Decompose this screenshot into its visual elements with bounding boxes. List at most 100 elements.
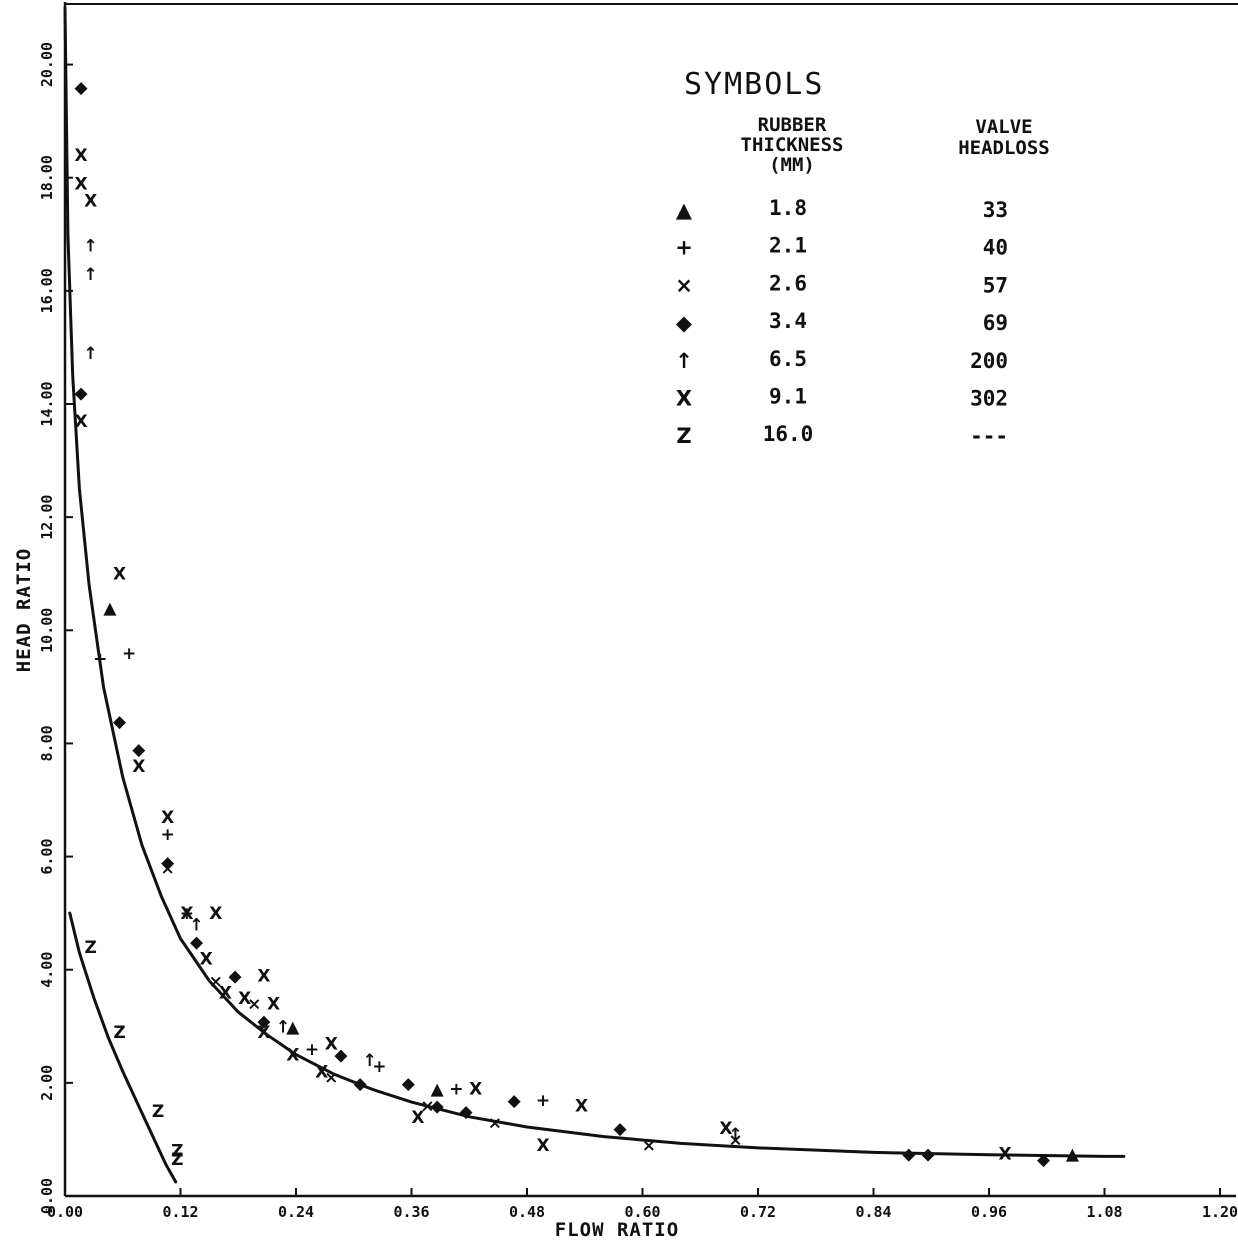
data-point: X: [161, 808, 174, 828]
legend-col1-header: (MM): [769, 154, 815, 176]
data-point: ◆: [161, 853, 175, 873]
y-tick-label: 12.00: [38, 495, 56, 540]
x-tick-label: 0.96: [971, 1203, 1007, 1221]
y-tick-label: 0.00: [38, 1178, 56, 1214]
x-tick-label: 0.72: [740, 1203, 776, 1221]
legend-thickness: 3.4: [769, 309, 807, 333]
data-point: X: [257, 1023, 270, 1043]
data-point: ◆: [113, 712, 127, 732]
data-point: +: [93, 650, 107, 670]
x-tick-label: 0.36: [393, 1203, 429, 1221]
y-tick-label: 8.00: [38, 725, 56, 761]
legend-thickness: 16.0: [763, 422, 814, 446]
legend-headloss: 302: [970, 387, 1008, 411]
legend-headloss: 69: [983, 311, 1008, 335]
legend-col2-header: VALVE: [975, 116, 1032, 138]
data-point: ◆: [431, 1096, 445, 1116]
legend-title: SYMBOLS: [684, 67, 824, 102]
data-point: ↑: [276, 1017, 290, 1037]
data-point: ◆: [902, 1145, 916, 1165]
data-point: X: [325, 1034, 338, 1054]
y-tick-label: 2.00: [38, 1065, 56, 1101]
x-axis-title: FLOW RATIO: [555, 1219, 679, 1241]
data-point: X: [411, 1108, 424, 1128]
data-point: +: [305, 1040, 319, 1060]
y-tick-label: 14.00: [38, 381, 56, 426]
legend-thickness: 1.8: [769, 196, 807, 220]
legend-headloss: 200: [970, 349, 1008, 373]
y-tick-label: 10.00: [38, 608, 56, 653]
legend-thickness: 6.5: [769, 347, 807, 371]
data-point: ▲: [1066, 1145, 1080, 1165]
y-tick-label: 20.00: [38, 42, 56, 87]
data-point: X: [113, 565, 126, 585]
data-point: ◆: [921, 1145, 935, 1165]
data-point: +: [536, 1091, 550, 1111]
x-tick-label: 0.84: [855, 1203, 891, 1221]
data-point: X: [315, 1063, 328, 1083]
data-point: X: [200, 949, 213, 969]
data-point: ◆: [74, 78, 88, 98]
legend-symbol: ▲: [676, 198, 693, 222]
legend-thickness: 2.6: [769, 271, 807, 295]
data-point: X: [575, 1096, 588, 1116]
data-point: X: [132, 757, 145, 777]
data-point: ◆: [508, 1091, 522, 1111]
data-point: Z: [84, 938, 96, 958]
data-point: X: [469, 1080, 482, 1100]
axes: 0.00 0.12 0.24 0.36 0.48 0.60 0.72 0.84 0.96 1.08…: [13, 2, 1238, 1241]
data-point: ▲: [103, 599, 117, 619]
legend-col2-header: HEADLOSS: [958, 137, 1050, 159]
data-point: ◆: [613, 1119, 627, 1139]
data-point: ×: [488, 1113, 502, 1133]
data-point: X: [209, 904, 222, 924]
data-point: X: [998, 1145, 1011, 1165]
data-point: ◆: [459, 1102, 473, 1122]
data-point: ◆: [74, 384, 88, 404]
data-point: X: [536, 1136, 549, 1156]
data-point: ◆: [1037, 1150, 1051, 1170]
legend-symbol: X: [676, 387, 692, 411]
data-points: ▲▲▲▲+ +++++++××××××× ×◆◆◆◆◆◆◆◆◆◆ ◆◆ ◆◆◆◆ ◆ ◆↑↑…: [74, 78, 1079, 1170]
y-tick-label: 18.00: [38, 155, 56, 200]
data-point: X: [286, 1046, 299, 1066]
data-point: X: [180, 904, 193, 924]
legend-col1-header: THICKNESS: [741, 134, 844, 156]
legend-col1-header: RUBBER: [758, 114, 827, 136]
data-point: +: [449, 1080, 463, 1100]
data-point: ◆: [354, 1074, 368, 1094]
data-point: ↑: [363, 1051, 377, 1071]
legend-symbol: ×: [675, 273, 693, 297]
legend-headloss: ---: [970, 424, 1008, 448]
data-point: X: [719, 1119, 732, 1139]
x-tick-label: 1.20: [1202, 1203, 1238, 1221]
data-point: ↑: [84, 344, 98, 364]
x-tick-label: 0.12: [162, 1203, 198, 1221]
y-axis-title: HEAD RATIO: [13, 548, 35, 672]
legend-symbol: Z: [676, 424, 691, 448]
legend-headloss: 33: [983, 198, 1008, 222]
x-tick-label: 0.48: [509, 1203, 545, 1221]
data-point: Z: [171, 1142, 183, 1162]
legend-headloss: 57: [983, 273, 1008, 297]
x-tick-label: 1.08: [1086, 1203, 1122, 1221]
legend-symbol: ↑: [675, 349, 693, 373]
data-point: X: [84, 191, 97, 211]
legend-headloss: 40: [983, 236, 1008, 260]
data-point: Z: [152, 1102, 164, 1122]
data-point: X: [74, 412, 87, 432]
legend-thickness: 9.1: [769, 385, 807, 409]
y-tick-label: 6.00: [38, 839, 56, 875]
data-point: X: [257, 966, 270, 986]
legend-thickness: 2.1: [769, 234, 807, 258]
data-point: X: [267, 995, 280, 1015]
y-tick-label: 4.00: [38, 952, 56, 988]
legend-symbol: +: [675, 236, 693, 260]
fit-curves: [65, 8, 1124, 1182]
data-point: ↑: [84, 265, 98, 285]
data-point: ◆: [402, 1074, 416, 1094]
x-tick-label: 0.24: [278, 1203, 314, 1221]
data-point: ×: [642, 1136, 656, 1156]
